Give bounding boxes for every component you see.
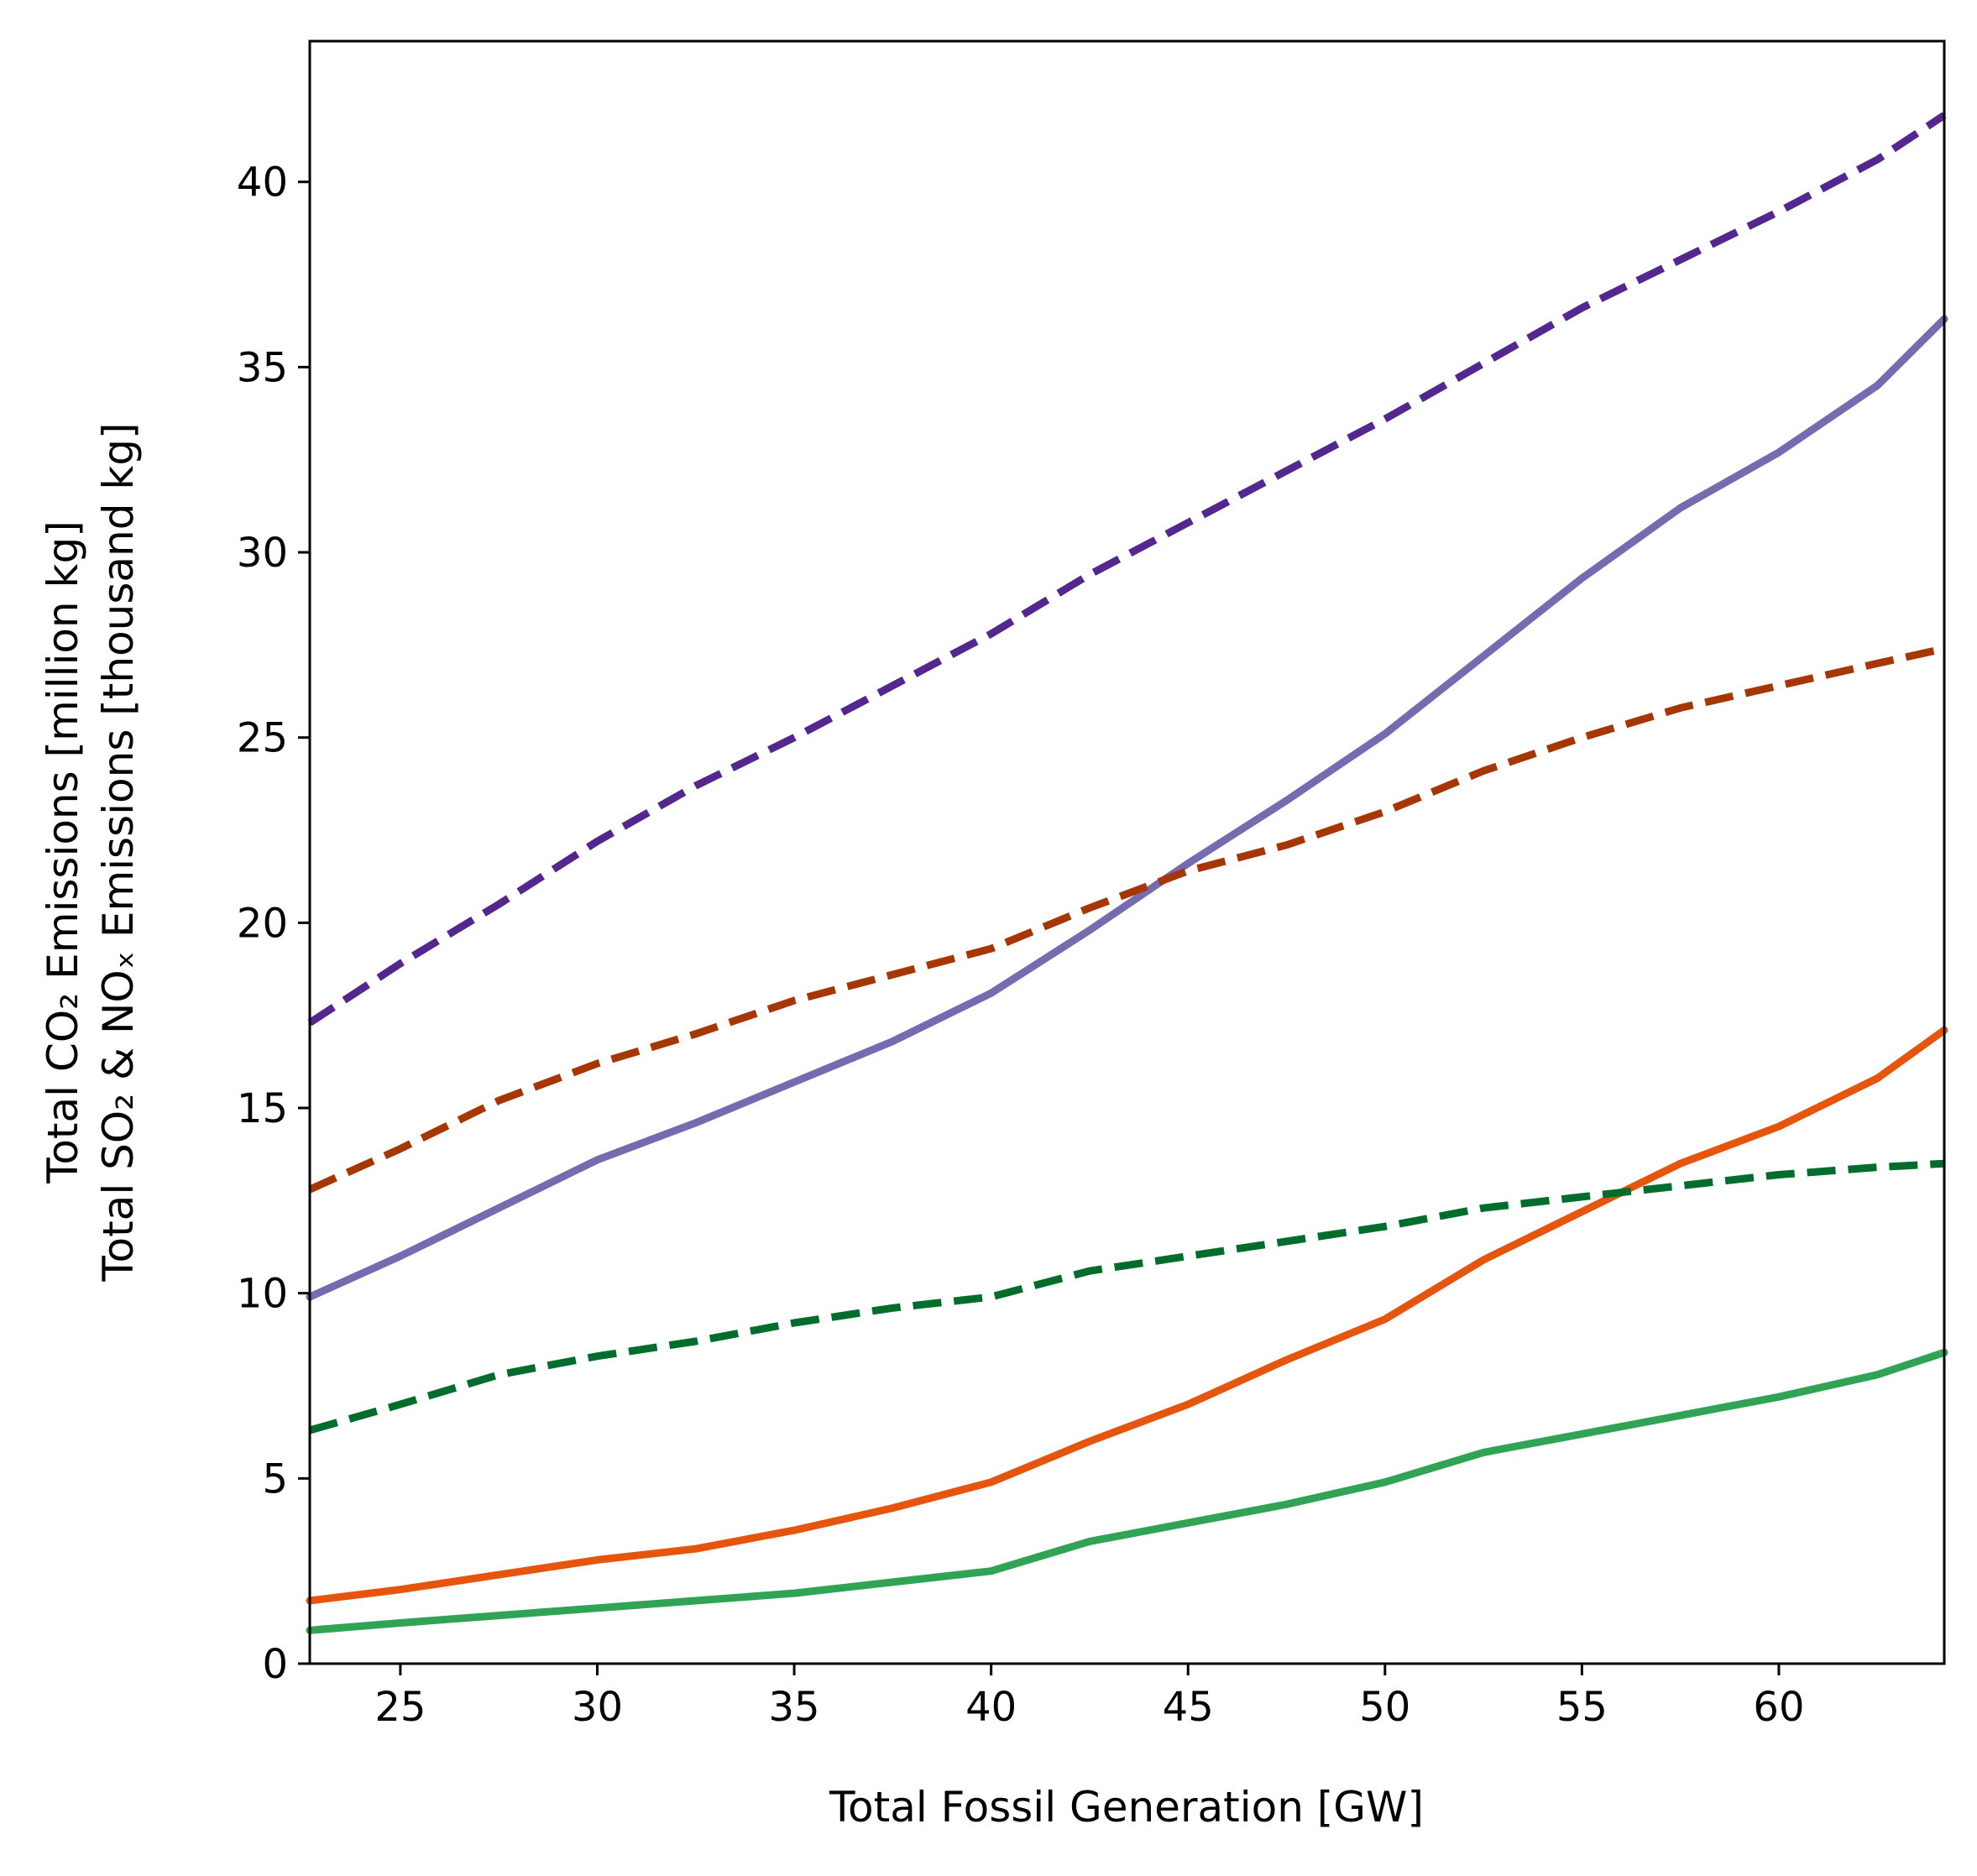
series-orange-solid xyxy=(306,1026,1948,1605)
x-tick-label: 30 xyxy=(572,1684,623,1731)
y-tick-label: 40 xyxy=(237,159,288,206)
y-tick-label: 10 xyxy=(237,1271,288,1318)
y-tick-label: 30 xyxy=(237,530,288,577)
series-green-solid xyxy=(306,1348,1948,1634)
series-purple-dashed xyxy=(307,112,1947,1027)
y-tick-label: 0 xyxy=(262,1641,288,1688)
x-axis-label: Total Fossil Generation [GW] xyxy=(829,1783,1424,1832)
y-tick-label: 5 xyxy=(262,1455,288,1502)
y-tick-label: 25 xyxy=(237,715,288,762)
y-axis: 0 5 10 15 20 25 30 35 40 xyxy=(237,159,310,1688)
y-tick-label: 35 xyxy=(237,344,288,391)
series-purple-solid xyxy=(306,315,1948,1301)
x-tick-label: 60 xyxy=(1753,1684,1804,1731)
y-axis-label-line2: Total SO₂ & NOₓ Emissions [thousand kg] xyxy=(94,422,143,1282)
y-tick-label: 20 xyxy=(237,900,288,947)
x-axis: 25 30 35 40 45 50 55 60 xyxy=(374,1664,1804,1731)
x-tick-label: 50 xyxy=(1359,1684,1410,1731)
x-tick-label: 25 xyxy=(374,1684,426,1731)
series-orange-dashed xyxy=(308,645,1945,1194)
x-tick-label: 55 xyxy=(1556,1684,1608,1731)
series-layer xyxy=(306,112,1948,1634)
x-tick-label: 40 xyxy=(965,1684,1017,1731)
plot-frame xyxy=(308,39,1946,1665)
series-green-dashed xyxy=(308,1159,1945,1434)
x-tick-label: 45 xyxy=(1163,1684,1214,1731)
y-axis-label-line1: Total CO₂ Emissions [million kg] xyxy=(39,520,87,1184)
x-tick-label: 35 xyxy=(769,1684,820,1731)
y-tick-label: 15 xyxy=(237,1085,288,1132)
